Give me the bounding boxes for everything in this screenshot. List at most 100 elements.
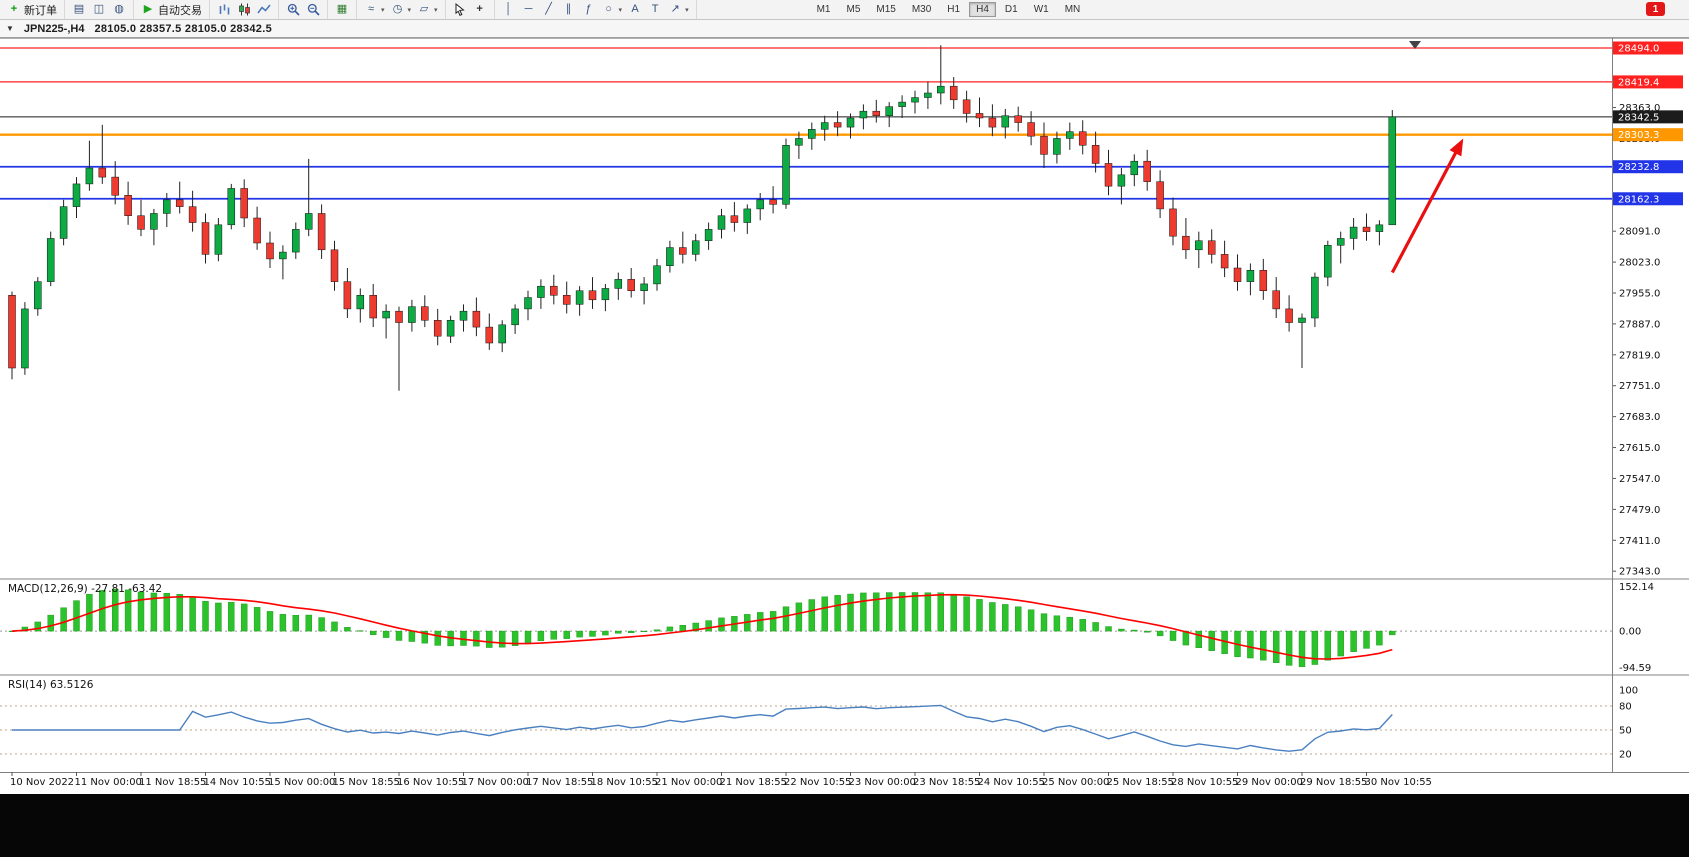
timeframe-m15-button[interactable]: M15	[876, 4, 896, 15]
toolbar-trendline-button[interactable]: ╱	[539, 1, 559, 18]
candle-down	[1156, 181, 1164, 210]
price-axis-tick: 27411.0	[1619, 536, 1660, 547]
toolbar-fibonacci-button[interactable]: ƒ	[579, 1, 599, 18]
time-axis-label: 18 Nov 10:55	[591, 777, 658, 788]
candle-up	[859, 110, 868, 119]
price-axis-tick: 27683.0	[1619, 412, 1660, 423]
toolbar-indicators-button[interactable]: ≈ ▾	[361, 1, 388, 18]
timeframe-d1-button[interactable]: D1	[1004, 4, 1018, 15]
arrow-annotation[interactable]	[1390, 143, 1462, 274]
toolbar-cursor-button[interactable]	[450, 1, 470, 18]
time-axis[interactable]	[0, 773, 1689, 794]
toolbar-horizontal-line-button[interactable]: ─	[519, 1, 539, 18]
toolbar-group: ▦	[328, 0, 357, 19]
candle-down	[1078, 131, 1087, 146]
candle-up	[150, 213, 158, 230]
candle-down	[988, 117, 997, 128]
panel-separator[interactable]	[0, 674, 1689, 676]
toolbar-group: ▤ ◫ ◍	[65, 0, 134, 19]
candle-down	[317, 213, 326, 251]
time-axis-label: 17 Nov 00:00	[462, 777, 529, 788]
timeframe-m5-button[interactable]: M5	[846, 4, 861, 15]
candle-up	[408, 306, 416, 323]
candle-up	[756, 199, 764, 210]
toolbar-bar-chart-button[interactable]	[214, 1, 234, 18]
toolbar-periods-button[interactable]: ◷ ▾	[388, 1, 415, 18]
candle-up	[1298, 317, 1306, 323]
toolbar-crosshair-button[interactable]: +	[470, 1, 490, 18]
text-icon: A	[631, 3, 639, 15]
price-axis-tick: 27955.0	[1619, 289, 1660, 300]
timeframe-w1-button[interactable]: W1	[1033, 4, 1049, 15]
toolbar-text-label-button[interactable]: T	[645, 1, 665, 18]
one-click-trading-toggle[interactable]: ▼	[6, 24, 14, 33]
candle-down	[1233, 267, 1242, 282]
toolbar-vertical-line-button[interactable]: │	[499, 1, 519, 18]
timeframe-h4-button[interactable]: H4	[969, 2, 996, 17]
candle-up	[885, 106, 893, 116]
candle-down	[588, 290, 597, 301]
new-order-label: 新订单	[24, 4, 57, 17]
time-axis-label: 24 Nov 10:55	[978, 777, 1045, 788]
price-axis-tick: 28023.0	[1619, 258, 1660, 269]
timeframe-h1-button[interactable]: H1	[947, 4, 961, 15]
market-overview-icon: ◍	[114, 3, 124, 15]
toolbar-zoom-out-button[interactable]	[303, 1, 323, 18]
candle-up	[227, 188, 236, 226]
toolbar-shapes-button[interactable]: ○ ▾	[599, 1, 626, 18]
candle-up	[743, 208, 752, 223]
time-axis-label: 15 Nov 18:55	[333, 777, 400, 788]
print-icon: ▤	[73, 3, 85, 15]
toolbar-market-overview-button[interactable]: ◍	[109, 1, 129, 18]
price-badge	[1613, 75, 1683, 89]
candle-up	[1130, 160, 1139, 176]
notification-badge[interactable]: 1	[1646, 2, 1665, 16]
price-axis-tick: 27615.0	[1619, 443, 1660, 454]
toolbar-group	[279, 0, 328, 19]
candles	[8, 45, 1397, 391]
time-axis-label: 22 Nov 10:55	[784, 777, 851, 788]
toolbar-channel-button[interactable]: ∥	[559, 1, 579, 18]
candle-up	[782, 145, 790, 205]
toolbar-candle-chart-button[interactable]	[234, 1, 254, 18]
toolbar-print-button[interactable]: ▤	[69, 1, 89, 18]
toolbar-new-order-button[interactable]: + 新订单	[4, 1, 60, 18]
chevron-down-icon: ▾	[685, 6, 689, 14]
toolbar-templates-button[interactable]: ▱ ▾	[414, 1, 441, 18]
indicators-icon: ≈	[367, 3, 375, 15]
timeframe-mn-button[interactable]: MN	[1064, 4, 1081, 15]
chart-canvas[interactable]: 28363.028295.028227.028159.028091.028023…	[0, 38, 1689, 794]
candle-up	[691, 240, 700, 255]
candle-up	[717, 215, 726, 230]
time-axis-label: 25 Nov 18:55	[1107, 777, 1174, 788]
toolbar-zoom-in-button[interactable]	[283, 1, 303, 18]
chart-shift-marker[interactable]	[1409, 41, 1421, 49]
toolbar-line-chart-button[interactable]	[254, 1, 274, 18]
time-axis-label: 28 Nov 10:55	[1171, 777, 1238, 788]
main-toolbar: + 新订单 ▤ ◫ ◍ ▶ 自动交易 ▦ ≈ ▾ ◷ ▾ ▱ ▾ + │ ─ ╱ ∥ ƒ ○ ▾ A T ↗ ▾ M1 M5 M15 M3…	[0, 0, 1689, 20]
candle-chart-icon	[237, 3, 251, 17]
candle-down	[1104, 163, 1113, 187]
crosshair-icon: +	[476, 3, 483, 15]
candle-up	[21, 308, 29, 369]
timeframe-m30-button[interactable]: M30	[911, 4, 932, 15]
toolbar-auto-trading-button[interactable]: ▶ 自动交易	[138, 1, 205, 18]
toolbar-text-button[interactable]: A	[625, 1, 645, 18]
candle-up	[846, 117, 855, 128]
shapes-icon: ○	[605, 3, 612, 15]
price-badge	[1613, 160, 1683, 174]
toolbar-arrows-button[interactable]: ↗ ▾	[665, 1, 692, 18]
candle-down	[421, 306, 429, 321]
candle-down	[1362, 226, 1371, 232]
auto-trading-label: 自动交易	[158, 4, 202, 17]
candle-down	[949, 85, 958, 101]
toolbar-group: ≈ ▾ ◷ ▾ ▱ ▾	[357, 0, 446, 19]
toolbar-print-preview-button[interactable]: ◫	[89, 1, 109, 18]
toolbar-group: ▶ 自动交易	[134, 0, 210, 19]
panel-separator[interactable]	[0, 578, 1689, 580]
candle-up	[356, 295, 365, 310]
toolbar-tile-windows-button[interactable]: ▦	[332, 1, 352, 18]
price-badge-label: 28419.4	[1618, 77, 1659, 88]
time-axis-label: 30 Nov 10:55	[1365, 777, 1432, 788]
timeframe-m1-button[interactable]: M1	[816, 4, 831, 15]
